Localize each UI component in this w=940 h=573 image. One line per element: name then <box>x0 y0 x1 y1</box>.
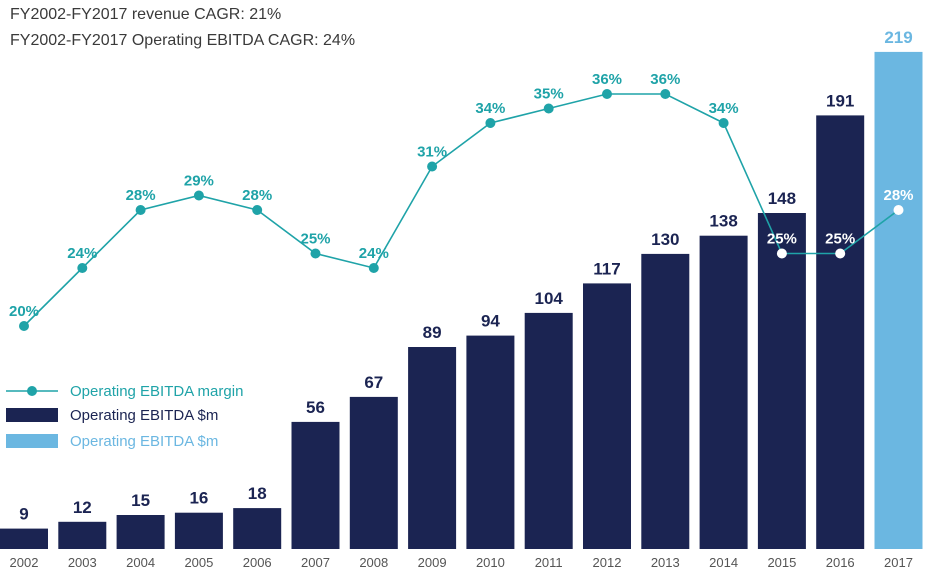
margin-point-2005 <box>193 190 204 201</box>
margin-point-2004 <box>135 205 146 215</box>
bar-value-label-2008: 67 <box>364 373 383 392</box>
margin-point-2013 <box>660 89 671 99</box>
bar-value-label-2013: 130 <box>651 230 679 249</box>
margin-label-2015: 25% <box>767 231 797 248</box>
x-tick-label-2002: 2002 <box>10 555 39 570</box>
legend-bar-swatch-1 <box>6 408 58 422</box>
bar-value-label-2009: 89 <box>423 323 442 342</box>
x-tick-label-2005: 2005 <box>184 555 213 570</box>
margin-point-2010 <box>485 118 496 128</box>
bar-2016 <box>816 115 865 550</box>
bar-value-label-2015: 148 <box>768 189 796 208</box>
margin-label-2002: 20% <box>9 303 39 320</box>
margin-label-2006: 28% <box>242 187 272 204</box>
margin-label-2004: 28% <box>126 187 156 204</box>
margin-point-2014 <box>718 118 729 128</box>
x-tick-label-2015: 2015 <box>767 555 796 570</box>
x-tick-label-2009: 2009 <box>418 555 447 570</box>
bar-value-label-2012: 117 <box>593 259 620 278</box>
margin-label-2009: 31% <box>417 144 447 161</box>
x-tick-label-2014: 2014 <box>709 555 738 570</box>
margin-label-2016: 25% <box>825 231 855 248</box>
subtitle-revenue-cagr: FY2002-FY2017 revenue CAGR: 21% <box>10 6 282 23</box>
margin-point-2007 <box>310 248 321 259</box>
margin-label-2012: 36% <box>592 71 622 88</box>
bar-2010 <box>466 335 515 549</box>
bar-value-label-2007: 56 <box>306 398 325 417</box>
legend-bar-swatch-2 <box>6 434 58 448</box>
margin-point-2002 <box>19 321 29 331</box>
bar-2008 <box>349 396 398 549</box>
x-tick-label-2007: 2007 <box>301 555 330 570</box>
bar-2003 <box>58 521 107 549</box>
margin-point-2012 <box>602 89 612 99</box>
margin-label-2010: 34% <box>475 100 505 117</box>
x-tick-label-2016: 2016 <box>826 555 855 570</box>
margin-label-2008: 24% <box>359 245 389 262</box>
margin-label-2013: 36% <box>650 71 680 88</box>
bar-value-label-2005: 16 <box>189 489 208 508</box>
x-tick-label-2017: 2017 <box>884 555 913 570</box>
x-tick-label-2003: 2003 <box>68 555 97 570</box>
margin-point-2016 <box>835 248 846 259</box>
bar-2005 <box>174 512 223 549</box>
x-tick-label-2004: 2004 <box>126 555 155 570</box>
x-tick-label-2008: 2008 <box>359 555 388 570</box>
legend-label-1: Operating EBITDA $m <box>70 407 218 424</box>
x-tick-label-2013: 2013 <box>651 555 680 570</box>
bar-2004 <box>116 515 165 549</box>
margin-label-2014: 34% <box>709 100 739 117</box>
legend-label-0: Operating EBITDA margin <box>70 383 243 400</box>
x-tick-label-2006: 2006 <box>243 555 272 570</box>
bar-value-label-2014: 138 <box>709 212 737 231</box>
bar-2015 <box>757 213 806 549</box>
margin-point-2009 <box>427 161 438 172</box>
x-tick-label-2012: 2012 <box>593 555 622 570</box>
bar-2009 <box>408 347 457 549</box>
margin-point-2015 <box>776 248 787 259</box>
bar-value-label-2004: 15 <box>131 491 150 510</box>
bar-2012 <box>583 283 631 549</box>
bar-value-label-2003: 12 <box>73 498 92 517</box>
margin-point-2017 <box>893 205 904 215</box>
bar-2011 <box>524 312 573 549</box>
margin-label-2007: 25% <box>300 231 330 248</box>
bar-2017 <box>874 51 923 550</box>
bar-value-label-2016: 191 <box>826 91 854 110</box>
margin-point-2011 <box>543 103 554 114</box>
bar-value-label-2011: 104 <box>535 289 564 308</box>
x-tick-label-2010: 2010 <box>476 555 505 570</box>
margin-label-2003: 24% <box>67 245 97 262</box>
bar-2002 <box>0 528 48 549</box>
bar-value-label-2002: 9 <box>19 505 28 524</box>
legend-line-marker <box>27 386 37 396</box>
bar-2006 <box>233 508 282 549</box>
bar-value-label-2010: 94 <box>481 312 500 331</box>
margin-point-2003 <box>77 263 88 273</box>
margin-label-2017: 28% <box>883 187 913 204</box>
bar-value-label-2006: 18 <box>248 484 267 503</box>
margin-point-2006 <box>252 205 263 215</box>
bar-2007 <box>291 421 340 549</box>
bar-2014 <box>699 235 748 549</box>
margin-point-2008 <box>368 263 379 273</box>
x-tick-label-2011: 2011 <box>535 555 563 570</box>
margin-label-2005: 29% <box>184 173 214 190</box>
bar-2013 <box>641 253 690 549</box>
margin-line <box>23 93 899 327</box>
legend-label-2: Operating EBITDA $m <box>70 433 218 450</box>
subtitle-ebitda-cagr: FY2002-FY2017 Operating EBITDA CAGR: 24% <box>10 32 356 49</box>
bar-value-label-2017: 219 <box>884 28 912 47</box>
margin-label-2011: 35% <box>534 86 564 103</box>
